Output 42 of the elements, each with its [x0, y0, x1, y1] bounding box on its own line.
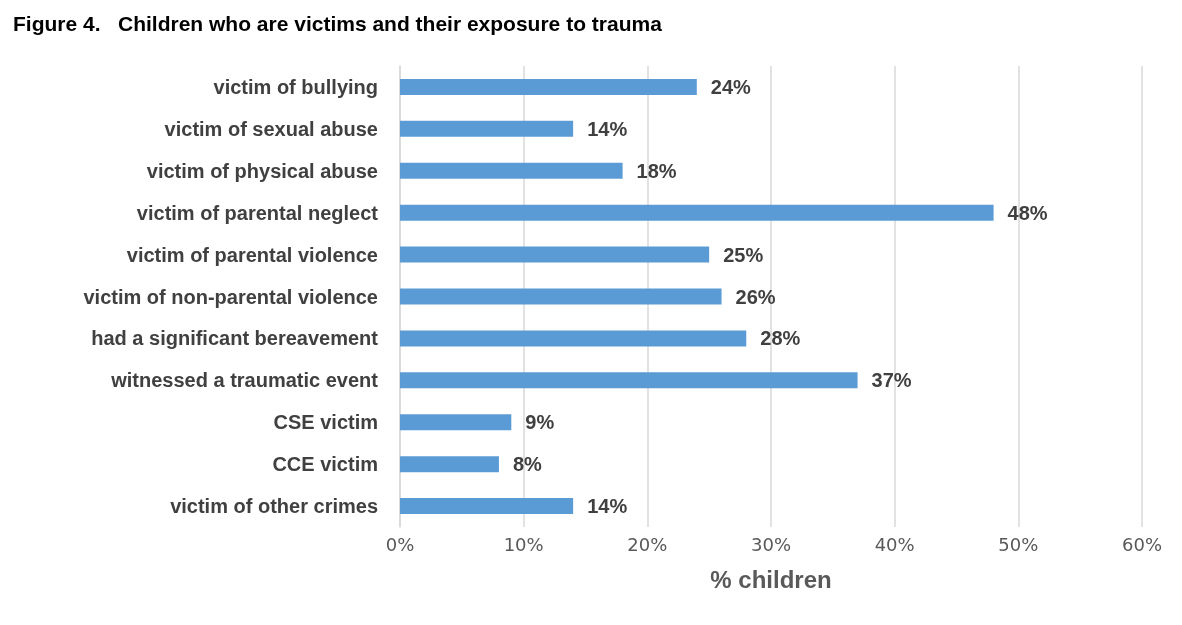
y-tick-label: victim of parental neglect	[136, 201, 379, 224]
bar	[400, 204, 994, 221]
bar	[400, 498, 574, 515]
x-tick-label: 0%	[385, 533, 415, 555]
y-tick-label: had a significant bereavement	[91, 327, 379, 350]
data-label: 28%	[760, 327, 801, 350]
bar	[400, 246, 710, 263]
bar	[400, 162, 623, 179]
data-label: 14%	[587, 117, 628, 140]
y-tick-label: victim of bullying	[213, 75, 378, 98]
data-label: 18%	[636, 159, 677, 182]
y-tick-label: victim of parental violence	[126, 243, 378, 266]
data-label: 24%	[710, 75, 752, 98]
bar	[400, 330, 747, 347]
x-tick-label: 50%	[998, 533, 1039, 555]
x-axis-title: % children	[710, 565, 832, 593]
x-tick-label: 30%	[750, 533, 792, 555]
data-label: 25%	[723, 243, 764, 266]
bar	[400, 456, 499, 473]
y-tick-label: CCE victim	[272, 453, 378, 476]
bar	[400, 414, 512, 431]
bar	[400, 120, 574, 137]
x-tick-label: 40%	[874, 533, 915, 555]
x-tick-label: 60%	[1121, 533, 1163, 555]
bar	[400, 78, 697, 95]
y-tick-label: victim of other crimes	[170, 495, 378, 518]
bar	[400, 288, 722, 305]
x-tick-label: 10%	[503, 533, 544, 555]
bar	[400, 372, 858, 389]
y-tick-label: CSE victim	[273, 411, 378, 434]
y-tick-label: victim of sexual abuse	[164, 117, 378, 140]
chart-title: Figure 4. Children who are victims and their exposure to trauma	[13, 12, 663, 35]
y-tick-label: victim of physical abuse	[146, 159, 378, 182]
data-label: 9%	[525, 411, 555, 434]
y-tick-label: victim of non-parental violence	[83, 285, 378, 308]
data-label: 26%	[735, 285, 776, 308]
data-label: 48%	[1007, 201, 1048, 224]
data-label: 14%	[587, 495, 628, 518]
x-tick-label: 20%	[627, 533, 668, 555]
data-label: 8%	[512, 453, 543, 476]
data-label: 37%	[871, 369, 912, 392]
y-tick-label: witnessed a traumatic event	[110, 369, 379, 392]
